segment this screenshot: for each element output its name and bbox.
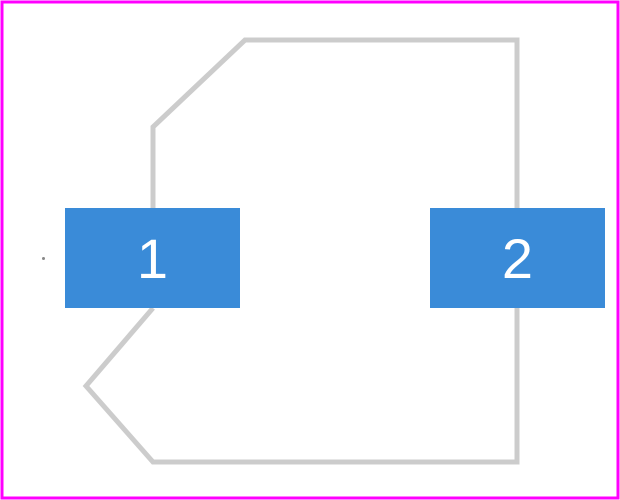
pad-1-label: 1 bbox=[137, 226, 168, 291]
silkscreen-outline-top bbox=[153, 40, 517, 208]
pad-2-label: 2 bbox=[502, 226, 533, 291]
pad-2: 2 bbox=[430, 208, 605, 308]
pin1-marker bbox=[42, 257, 45, 260]
pad-1: 1 bbox=[65, 208, 240, 308]
silkscreen-outline-bottom bbox=[86, 308, 517, 462]
